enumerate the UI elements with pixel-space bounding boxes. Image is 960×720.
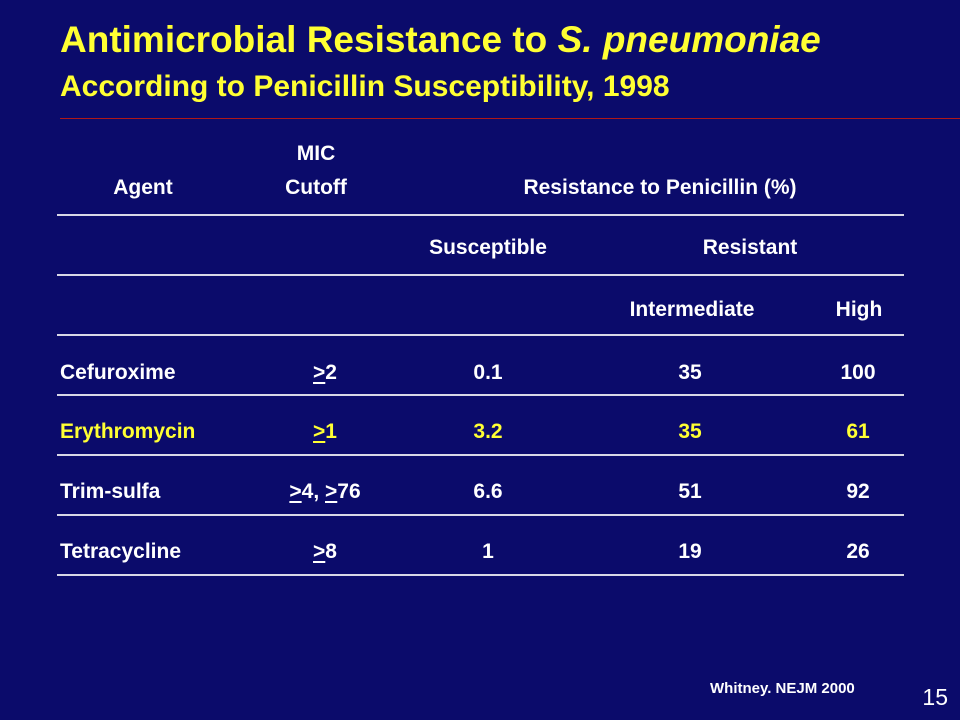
header-resistant: Resistant	[702, 236, 798, 259]
cell-cutoff: >8	[313, 540, 337, 563]
cell-cutoff: >4, >76	[289, 480, 361, 503]
cell-susceptible: 3.2	[473, 420, 503, 443]
cell-agent: Trim-sulfa	[60, 480, 161, 503]
table-rule	[57, 574, 904, 576]
cell-high: 26	[846, 540, 870, 563]
header-susceptible: Susceptible	[429, 236, 547, 259]
slide-subtitle: According to Penicillin Susceptibility, …	[60, 70, 670, 103]
cell-high: 61	[846, 420, 870, 443]
title-species: S. pneumoniae	[557, 19, 821, 60]
cell-susceptible: 6.6	[473, 480, 503, 503]
citation: Whitney. NEJM 2000	[710, 680, 855, 697]
title-divider	[60, 118, 960, 119]
title-text: Antimicrobial Resistance to	[60, 19, 558, 60]
cell-high: 100	[840, 361, 876, 384]
cell-agent: Tetracycline	[60, 540, 182, 563]
header-cutoff: Cutoff	[285, 176, 347, 199]
cell-high: 92	[846, 480, 870, 503]
table-rule	[57, 214, 904, 216]
cell-intermediate: 19	[678, 540, 702, 563]
page-number: 15	[922, 684, 948, 710]
cell-intermediate: 35	[678, 420, 702, 443]
cell-cutoff: >2	[313, 361, 337, 384]
cell-agent: Erythromycin	[60, 420, 196, 443]
header-resistance: Resistance to Penicillin (%)	[523, 176, 797, 199]
cell-cutoff: >1	[313, 420, 337, 443]
cell-susceptible: 1	[482, 540, 494, 563]
header-mic: MIC	[296, 142, 336, 165]
slide-title: Antimicrobial Resistance to S. pneumonia…	[60, 18, 821, 62]
cell-agent: Cefuroxime	[60, 361, 176, 384]
table-rule	[57, 274, 904, 276]
header-agent: Agent	[113, 176, 173, 199]
table-rule	[57, 334, 904, 336]
table-rule	[57, 514, 904, 516]
header-intermediate: Intermediate	[629, 298, 755, 321]
table-rule	[57, 454, 904, 456]
cell-susceptible: 0.1	[473, 361, 503, 384]
cell-intermediate: 35	[678, 361, 702, 384]
table-rule	[57, 394, 904, 396]
header-high: High	[835, 298, 883, 321]
cell-intermediate: 51	[678, 480, 702, 503]
